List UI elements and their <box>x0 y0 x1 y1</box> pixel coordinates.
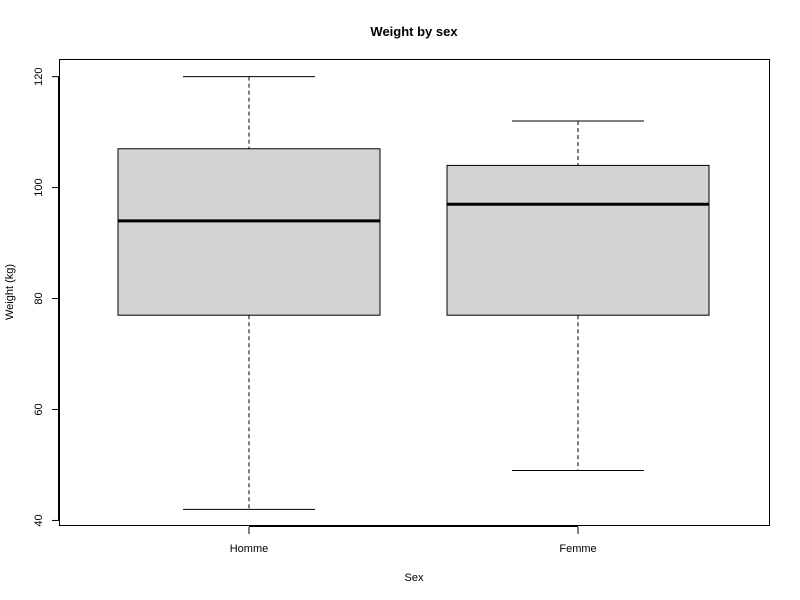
plot-frame <box>59 59 770 526</box>
box-femme <box>446 120 710 472</box>
boxes-group <box>117 76 710 510</box>
y-tick-label: 120 <box>33 67 45 85</box>
y-axis: 40 60 80 100 120 <box>33 67 59 527</box>
x-axis: Homme Femme <box>230 526 597 555</box>
y-tick-label: 60 <box>33 403 45 415</box>
x-axis-label: Sex <box>405 572 424 584</box>
iqr-box <box>117 148 381 316</box>
y-tick-label: 100 <box>33 178 45 196</box>
x-tick-label: Homme <box>230 543 269 555</box>
iqr-box <box>446 164 710 316</box>
box-homme <box>117 76 381 510</box>
chart-title: Weight by sex <box>370 24 458 39</box>
y-tick-label: 80 <box>33 292 45 304</box>
y-tick-label: 40 <box>33 514 45 526</box>
y-axis-label: Weight (kg) <box>4 264 16 320</box>
x-tick-label: Femme <box>559 543 596 555</box>
